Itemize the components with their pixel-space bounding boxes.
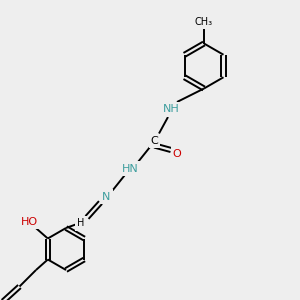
Text: NH: NH: [163, 104, 180, 115]
Text: HO: HO: [21, 217, 38, 227]
Text: CH₃: CH₃: [195, 17, 213, 27]
Text: H: H: [77, 218, 85, 229]
Text: O: O: [172, 148, 182, 159]
Text: N: N: [102, 191, 111, 202]
Text: HN: HN: [122, 164, 139, 174]
Text: C: C: [151, 136, 158, 146]
